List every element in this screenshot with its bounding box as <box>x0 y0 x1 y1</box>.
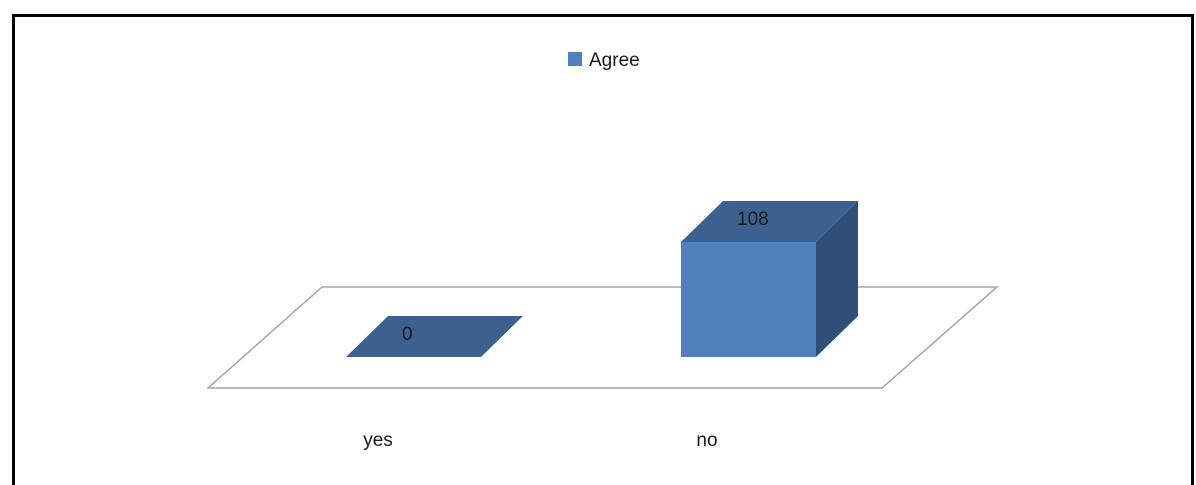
bars-group <box>346 201 858 357</box>
legend: Agree <box>568 50 640 71</box>
category-label-no: no <box>696 430 717 451</box>
bar-side-no <box>816 201 858 357</box>
labels-group: 0 yes 108 no <box>363 209 768 451</box>
legend-swatch-agree <box>568 52 582 66</box>
category-label-yes: yes <box>363 430 393 451</box>
bar-top-yes <box>346 316 523 357</box>
data-label-yes: 0 <box>402 324 413 345</box>
chart-frame <box>12 14 1194 485</box>
bar-front-no <box>681 242 816 357</box>
legend-label-agree: Agree <box>589 50 640 71</box>
chart-floor <box>206 286 999 389</box>
bar-top-no <box>681 201 858 242</box>
data-label-no: 108 <box>737 209 769 230</box>
